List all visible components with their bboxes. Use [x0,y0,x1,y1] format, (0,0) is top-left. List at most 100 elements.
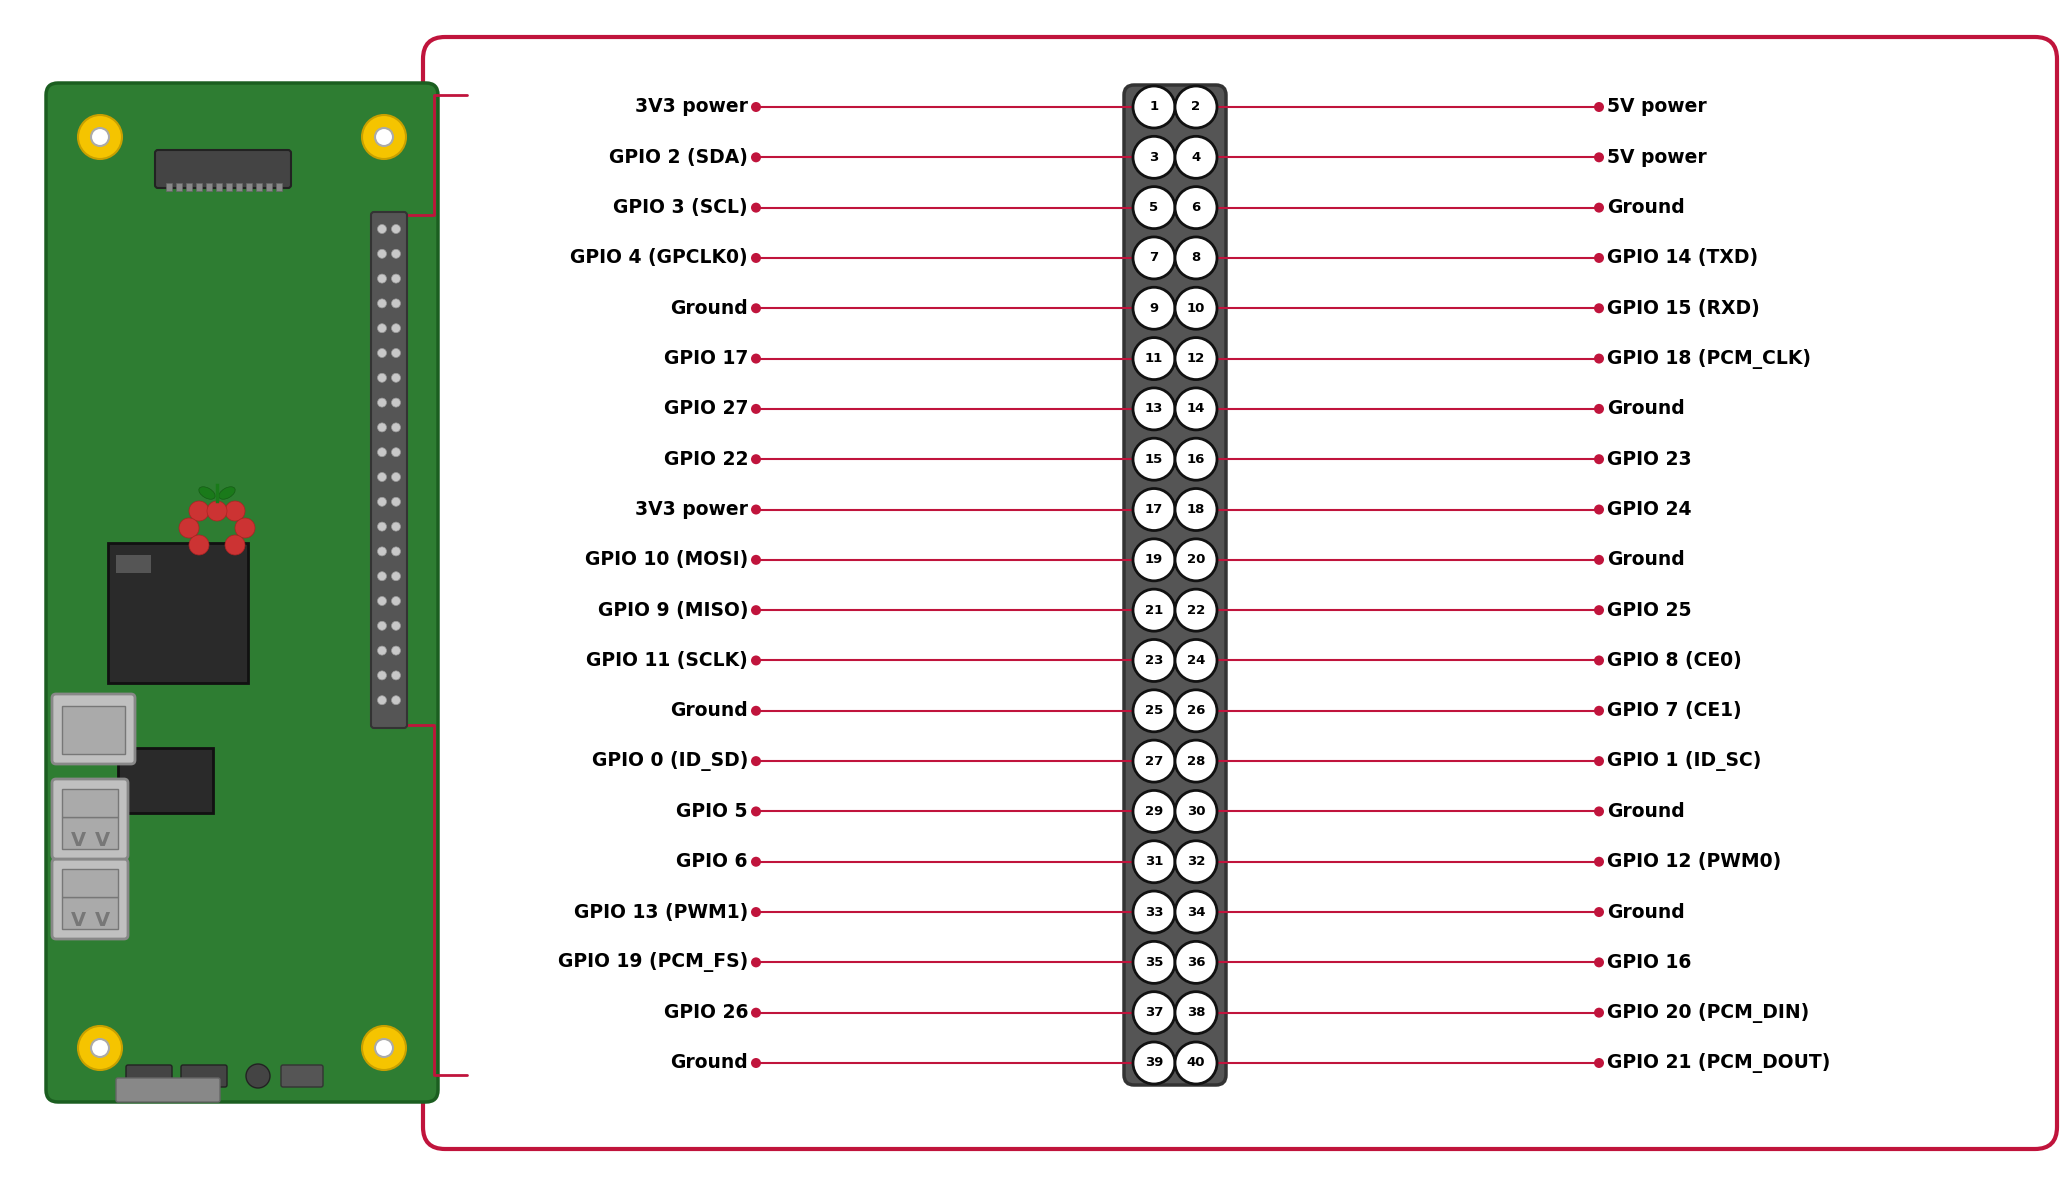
Circle shape [1174,136,1218,178]
Text: GPIO 1 (ID_SC): GPIO 1 (ID_SC) [1608,751,1761,771]
Circle shape [1593,454,1604,465]
Text: GPIO 6: GPIO 6 [677,852,747,871]
Text: 32: 32 [1187,856,1205,869]
Circle shape [392,299,400,308]
Text: Ground: Ground [1608,399,1684,418]
Circle shape [1593,606,1604,615]
Text: 5V power: 5V power [1608,148,1707,167]
Text: 13: 13 [1146,403,1164,416]
Circle shape [190,501,208,521]
Circle shape [1593,404,1604,414]
Circle shape [378,324,386,333]
FancyBboxPatch shape [107,543,248,683]
Circle shape [1174,438,1218,480]
Circle shape [1593,353,1604,364]
Circle shape [392,596,400,606]
Circle shape [78,115,122,159]
Text: Ground: Ground [1608,903,1684,922]
Text: GPIO 3 (SCL): GPIO 3 (SCL) [613,198,747,217]
Text: 34: 34 [1187,905,1205,918]
Text: GPIO 7 (CE1): GPIO 7 (CE1) [1608,702,1742,720]
Ellipse shape [219,487,235,499]
Circle shape [392,249,400,258]
Text: 18: 18 [1187,502,1205,515]
Circle shape [1133,186,1174,229]
Circle shape [1593,252,1604,263]
Circle shape [392,473,400,481]
Circle shape [1174,992,1218,1033]
Text: 4: 4 [1191,150,1201,164]
Text: GPIO 16: GPIO 16 [1608,953,1690,972]
Text: GPIO 5: GPIO 5 [677,802,747,821]
Circle shape [225,534,246,555]
Circle shape [361,1026,407,1070]
FancyBboxPatch shape [423,37,2058,1149]
Circle shape [1174,840,1218,883]
Circle shape [378,348,386,358]
Text: V: V [95,910,109,929]
Text: 8: 8 [1191,251,1201,264]
Text: GPIO 20 (PCM_DIN): GPIO 20 (PCM_DIN) [1608,1003,1810,1023]
Text: 36: 36 [1187,956,1205,969]
Circle shape [1593,1058,1604,1068]
FancyBboxPatch shape [246,182,252,191]
Circle shape [392,571,400,581]
Text: 21: 21 [1146,603,1164,616]
Circle shape [246,1064,270,1088]
Circle shape [1174,640,1218,681]
Text: GPIO 25: GPIO 25 [1608,601,1692,620]
Circle shape [1133,136,1174,178]
Circle shape [1593,957,1604,967]
Ellipse shape [198,487,215,499]
Circle shape [751,252,762,263]
Circle shape [751,606,762,615]
Circle shape [751,957,762,967]
Circle shape [378,398,386,408]
Circle shape [1593,1007,1604,1018]
Text: Ground: Ground [1608,198,1684,217]
Circle shape [751,404,762,414]
Text: GPIO 14 (TXD): GPIO 14 (TXD) [1608,249,1759,268]
Circle shape [1593,102,1604,113]
FancyBboxPatch shape [256,182,262,191]
Text: 20: 20 [1187,553,1205,566]
Circle shape [378,621,386,630]
Circle shape [1174,488,1218,531]
Text: 3: 3 [1150,150,1158,164]
FancyBboxPatch shape [126,1065,171,1087]
Circle shape [1593,807,1604,816]
Circle shape [378,596,386,606]
Circle shape [78,1026,122,1070]
Text: 17: 17 [1146,502,1164,515]
Text: V: V [95,831,109,850]
Text: 1: 1 [1150,101,1158,114]
Circle shape [1174,941,1218,984]
Text: 24: 24 [1187,654,1205,667]
Text: GPIO 27: GPIO 27 [663,399,747,418]
Text: 39: 39 [1146,1057,1164,1070]
Text: V: V [70,910,85,929]
Text: Ground: Ground [1608,550,1684,569]
Circle shape [751,353,762,364]
Circle shape [1174,790,1218,832]
Circle shape [161,478,272,588]
Circle shape [392,423,400,431]
FancyBboxPatch shape [165,182,171,191]
Circle shape [392,373,400,383]
Text: 3V3 power: 3V3 power [636,97,747,116]
FancyBboxPatch shape [52,779,128,859]
Text: 33: 33 [1146,905,1164,918]
Text: 40: 40 [1187,1057,1205,1070]
FancyBboxPatch shape [118,748,213,813]
Text: 9: 9 [1150,302,1158,315]
FancyBboxPatch shape [225,182,231,191]
Circle shape [392,671,400,680]
FancyBboxPatch shape [62,897,118,929]
Circle shape [91,128,109,146]
Circle shape [378,448,386,456]
Circle shape [378,473,386,481]
Text: GPIO 17: GPIO 17 [665,350,747,369]
Text: GPIO 10 (MOSI): GPIO 10 (MOSI) [584,550,747,569]
Circle shape [378,547,386,556]
Text: 30: 30 [1187,805,1205,818]
